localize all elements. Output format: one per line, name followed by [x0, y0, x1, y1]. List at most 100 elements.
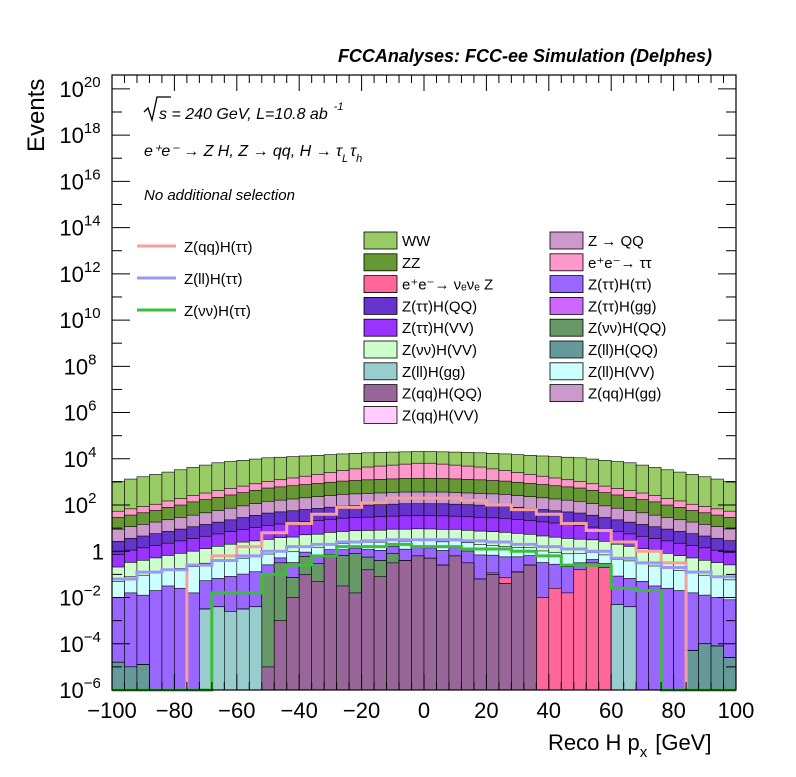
- x-tick-label: 20: [474, 698, 498, 723]
- x-tick-label: 80: [661, 698, 685, 723]
- stack-bar: [698, 643, 712, 691]
- background-legend-swatch: [363, 253, 398, 272]
- background-legend-swatch: [363, 384, 398, 403]
- y-tick-label: 1014: [59, 213, 100, 241]
- stack-series-0: [111, 643, 737, 691]
- x-tick-label: 60: [599, 698, 623, 723]
- background-legend-label: Z(ll)H(QQ): [588, 342, 658, 359]
- stack-bar: [723, 657, 737, 691]
- background-legend-label: ZZ: [402, 255, 420, 272]
- process-annotation: e⁺e⁻ → Z H, Z → qq, H → τL τh: [144, 143, 362, 165]
- stack-bar: [473, 578, 487, 691]
- signal-legend-label: Z(ll)H(ττ): [184, 271, 243, 288]
- y-tick-label: 104: [64, 444, 97, 472]
- stack-bar: [511, 571, 525, 691]
- stack-bar: [486, 574, 500, 691]
- stack-bar: [273, 620, 288, 691]
- stack-bar: [286, 597, 300, 691]
- x-tick-label: −100: [87, 698, 137, 723]
- background-legend: WW Z → QQ ZZ e⁺e⁻→ ττ e⁺e⁻→ νₑνₑ Z Z(ττ)H(ττ)…: [363, 231, 666, 424]
- stack-bar: [224, 611, 238, 691]
- stack-bar: [174, 587, 188, 691]
- stack-bar: [523, 564, 537, 691]
- y-tick-label: 108: [64, 351, 97, 379]
- stack-bar: [186, 592, 200, 691]
- signal-line-1: [112, 538, 736, 581]
- stack-bar: [498, 583, 512, 691]
- background-legend-label: e⁺e⁻→ νₑνₑ Z: [402, 277, 493, 294]
- y-tick-label: 1020: [59, 74, 100, 102]
- chart-title: FCCAnalyses: FCC-ee Simulation (Delphes): [338, 46, 712, 66]
- stack-bar: [236, 608, 250, 691]
- stack-bar: [660, 587, 674, 691]
- signal-line-0: [112, 496, 736, 692]
- x-tick-label: −60: [218, 698, 255, 723]
- y-tick-label: 10−4: [59, 629, 101, 657]
- background-legend-label: Z → QQ: [588, 233, 644, 250]
- stack-bar: [648, 585, 662, 691]
- signal-line-2: [112, 542, 736, 692]
- background-legend-swatch: [549, 275, 584, 294]
- y-axis-label: Events: [23, 79, 50, 152]
- stack-bar: [398, 560, 412, 691]
- background-legend-label: Z(qq)H(QQ): [402, 386, 482, 403]
- background-legend-label: Z(ττ)H(VV): [402, 320, 474, 337]
- background-legend-swatch: [549, 296, 584, 315]
- background-legend-swatch: [549, 253, 584, 272]
- background-legend-label: e⁺e⁻→ ττ: [588, 255, 652, 272]
- stack-bar: [361, 569, 375, 691]
- x-tick-label: 100: [718, 698, 755, 723]
- stack-bar: [211, 606, 225, 691]
- stack-bar: [136, 664, 150, 691]
- stack-bar: [585, 562, 600, 691]
- signal-legend: Z(qq)H(ττ) Z(ll)H(ττ) Z(νν)H(ττ): [137, 239, 253, 320]
- stack-bar: [610, 604, 624, 691]
- selection-annotation: No additional selection: [144, 187, 295, 204]
- background-legend-label: Z(qq)H(VV): [402, 407, 479, 424]
- stack-bar: [685, 650, 699, 691]
- y-tick-label: 1: [92, 539, 104, 564]
- stack-bar: [323, 555, 337, 691]
- signal-layer: [112, 496, 736, 692]
- stack-bar: [436, 564, 450, 691]
- background-legend-swatch: [363, 405, 398, 424]
- stack-bar: [261, 666, 275, 691]
- y-tick-label: 1018: [59, 120, 100, 148]
- y-tick-label: 102: [64, 490, 97, 518]
- background-legend-label: Z(νν)H(QQ): [588, 320, 666, 337]
- y-tick-label: 1012: [59, 259, 100, 287]
- stack-bar: [598, 567, 612, 691]
- background-legend-swatch: [363, 318, 398, 337]
- x-tick-label: −20: [343, 698, 380, 723]
- stack-bar: [149, 590, 163, 691]
- stack-bar: [199, 608, 213, 691]
- svg-text:Reco H px[GeV]: Reco H px [GeV]: [548, 730, 711, 761]
- axis-layer: −100 −80 −60 −40 −20 0 20 40 60 80 100 10−6 10−4 10−2…: [59, 74, 754, 723]
- x-tick-label: −40: [281, 698, 318, 723]
- y-tick-label: 106: [64, 398, 97, 426]
- x-tick-label: 40: [537, 698, 561, 723]
- stack-bar: [573, 569, 587, 691]
- y-tick-label: 1010: [59, 305, 100, 333]
- sqrt-symbol-icon: [143, 96, 171, 123]
- stack-bar: [623, 606, 637, 691]
- background-legend-swatch: [363, 275, 398, 294]
- stack-bar: [461, 562, 475, 691]
- background-legend-label: Z(ll)H(VV): [588, 364, 655, 381]
- background-legend-label: Z(ττ)H(gg): [588, 298, 657, 315]
- stack-layer: [111, 451, 737, 691]
- stack-bar: [423, 557, 437, 691]
- y-tick-label: 1016: [59, 166, 100, 194]
- stack-bar: [673, 590, 687, 691]
- signal-legend-label: Z(νν)H(ττ): [184, 303, 251, 320]
- x-tick-label: −80: [156, 698, 193, 723]
- background-legend-label: WW: [402, 233, 431, 250]
- stack-bar: [710, 645, 724, 691]
- background-legend-swatch: [363, 340, 398, 359]
- energy-annotation: s = 240 GeV, L=10.8 ab -1: [143, 96, 344, 123]
- signal-legend-label: Z(qq)H(ττ): [184, 239, 253, 256]
- stack-bar: [161, 585, 175, 691]
